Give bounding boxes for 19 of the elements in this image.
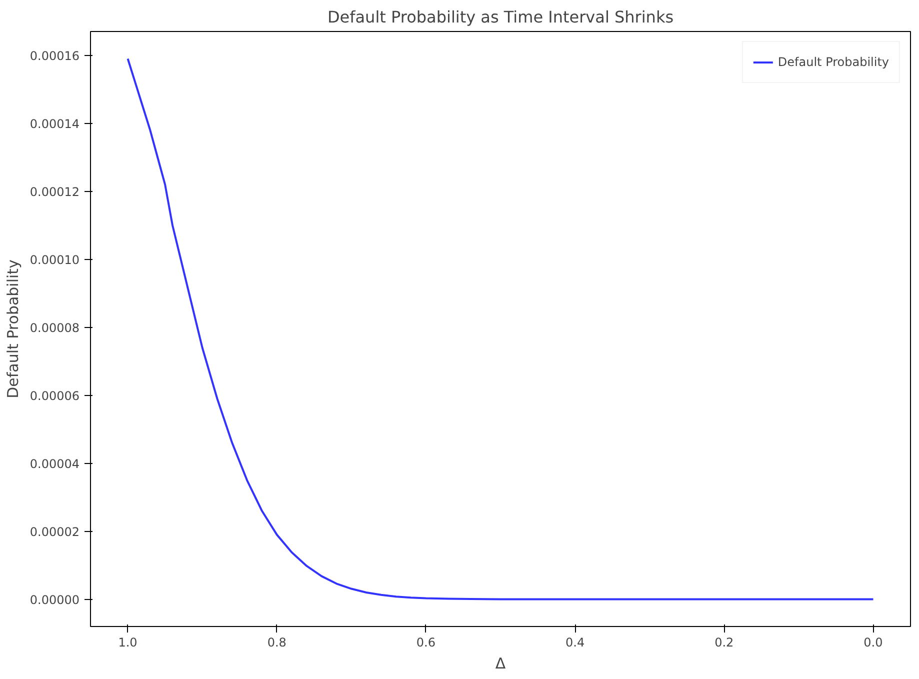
y-tick-label: 0.00006	[30, 388, 80, 403]
y-tick-label: 0.00008	[30, 320, 80, 335]
y-tick-label: 0.00004	[30, 456, 80, 471]
chart-title: Default Probability as Time Interval Shrinks	[327, 8, 674, 26]
x-tick-label: 0.0	[864, 636, 883, 650]
x-tick-label: 0.4	[566, 636, 585, 650]
y-tick-label: 0.00010	[30, 252, 80, 267]
y-tick-label: 0.00012	[30, 184, 80, 199]
y-tick-label: 0.00002	[30, 524, 80, 539]
x-tick-label: 1.0	[118, 636, 138, 650]
x-tick-label: 0.6	[416, 636, 436, 650]
y-tick-label: 0.00000	[30, 592, 80, 607]
x-axis-title: Δ	[495, 654, 506, 672]
y-axis-title: Default Probability	[4, 259, 22, 398]
y-tick-label: 0.00016	[30, 48, 80, 63]
y-tick-label: 0.00014	[30, 116, 80, 131]
x-tick-label: 0.8	[267, 636, 286, 650]
x-tick-label: 0.2	[714, 636, 734, 650]
legend-label: Default Probability	[778, 55, 889, 69]
